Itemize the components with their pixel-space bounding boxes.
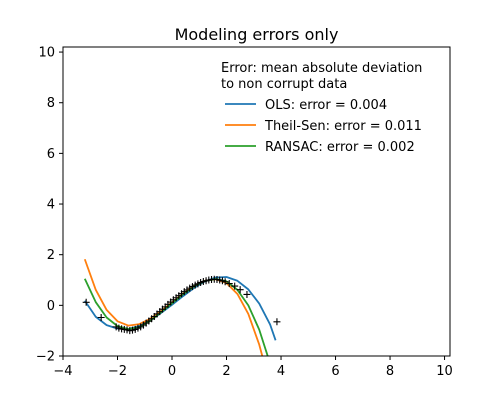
data-point — [236, 286, 244, 294]
x-tick-label: 0 — [168, 364, 176, 379]
y-tick-label: 6 — [47, 147, 55, 162]
legend-title: Error: mean absolute deviation — [221, 61, 422, 76]
data-point — [273, 318, 281, 326]
data-point — [221, 278, 229, 286]
y-tick-label: 10 — [38, 46, 55, 61]
y-tick-label: 2 — [47, 248, 55, 263]
x-tick-label: −4 — [53, 364, 72, 379]
y-axis: −2 0 2 4 6 8 10 — [36, 46, 63, 365]
data-point — [225, 280, 233, 288]
series-layer — [83, 258, 277, 356]
legend-title: to non corrupt data — [221, 77, 347, 92]
y-tick-label: 8 — [47, 96, 55, 111]
data-point — [97, 314, 105, 322]
x-tick-label: 6 — [331, 364, 339, 379]
legend-label: RANSAC: error = 0.002 — [265, 140, 415, 155]
x-tick-label: 10 — [436, 364, 453, 379]
chart-title: Modeling errors only — [175, 25, 339, 44]
legend-label: Theil-Sen: error = 0.011 — [264, 119, 422, 134]
y-tick-label: 4 — [47, 198, 55, 213]
legend-label: OLS: error = 0.004 — [265, 98, 387, 113]
data-point — [231, 282, 239, 290]
series-line-0 — [84, 276, 277, 341]
data-point — [82, 298, 90, 306]
x-tick-label: 8 — [386, 364, 394, 379]
x-tick-label: 4 — [277, 364, 285, 379]
y-tick-label: −2 — [36, 350, 55, 365]
series-line-1 — [83, 258, 264, 356]
x-axis: −4 −2 0 2 4 6 8 10 — [53, 356, 453, 379]
axes-frame — [62, 46, 451, 357]
x-tick-label: 2 — [222, 364, 230, 379]
data-point — [243, 290, 251, 298]
scatter-layer — [82, 275, 281, 335]
series-line-2 — [83, 278, 269, 356]
y-tick-label: 0 — [47, 299, 55, 314]
x-tick-label: −2 — [108, 364, 127, 379]
legend: Error: mean absolute deviation to non co… — [221, 61, 422, 155]
